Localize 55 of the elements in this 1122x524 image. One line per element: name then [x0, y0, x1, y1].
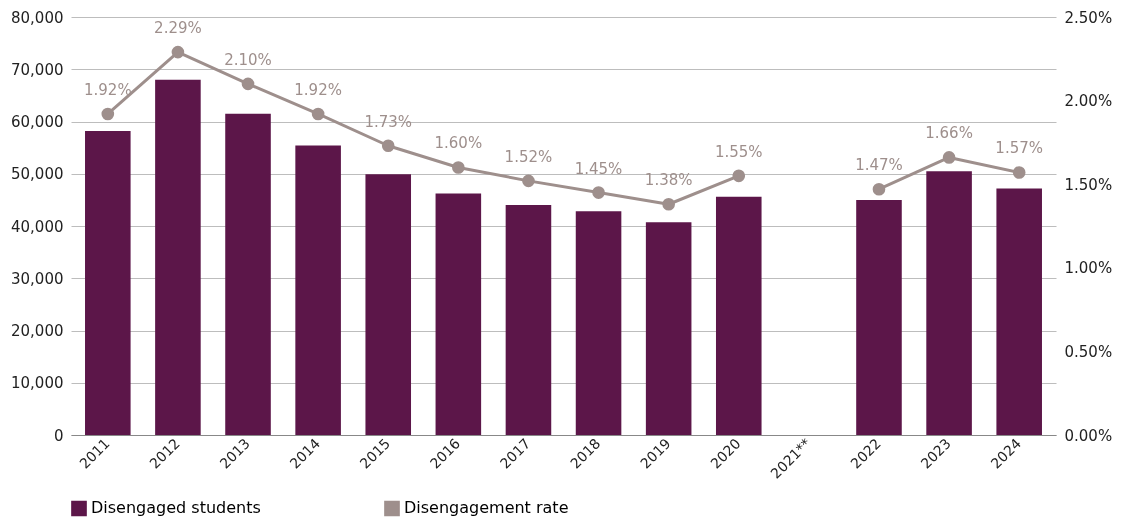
- point: [522, 174, 535, 188]
- y-tick-label: 30,000: [11, 269, 64, 288]
- data-label: 1.92%: [83, 80, 132, 99]
- y-tick-label: 50,000: [11, 165, 64, 184]
- bar: [365, 174, 412, 435]
- data-label: 1.52%: [504, 147, 553, 166]
- data-label: 1.66%: [925, 124, 973, 143]
- y2-tick-label: 2.00%: [1064, 92, 1113, 111]
- bar: [926, 171, 972, 435]
- point: [872, 182, 886, 196]
- y-tick-label: 40,000: [11, 217, 64, 236]
- data-label: 1.55%: [714, 142, 763, 161]
- y2-tick-label: 0.00%: [1064, 426, 1113, 445]
- data-label: 1.57%: [995, 139, 1044, 158]
- y-tick-label: 70,000: [11, 60, 64, 79]
- bar: [225, 113, 271, 435]
- point: [381, 139, 395, 153]
- bar: [575, 211, 622, 435]
- data-label: 1.60%: [434, 134, 483, 153]
- y2-tick-label: 1.00%: [1064, 259, 1113, 278]
- point: [101, 107, 115, 121]
- y2-tick-label: 2.50%: [1064, 8, 1113, 27]
- data-label: 1.45%: [574, 159, 623, 178]
- point: [662, 197, 675, 211]
- legend-label: Disengaged students: [91, 498, 261, 518]
- bar: [435, 193, 482, 435]
- y-tick-label: 80,000: [11, 8, 64, 27]
- point: [592, 186, 605, 199]
- data-label: 2.10%: [224, 50, 272, 69]
- y-tick-label: 10,000: [11, 374, 64, 393]
- bar: [645, 222, 692, 435]
- y-tick-label: 20,000: [11, 322, 64, 340]
- bar: [295, 145, 341, 435]
- y2-tick-label: 0.50%: [1064, 342, 1113, 361]
- point: [241, 77, 255, 91]
- bar: [996, 188, 1042, 435]
- data-label: 2.29%: [154, 19, 202, 38]
- y-tick-label: 0: [53, 426, 64, 445]
- bar: [85, 130, 131, 435]
- point: [732, 169, 746, 183]
- point: [452, 161, 465, 174]
- point: [171, 45, 185, 59]
- point: [311, 107, 325, 121]
- data-label: 1.92%: [294, 80, 342, 99]
- legend-label: Disengagement rate: [404, 498, 569, 518]
- point: [1012, 166, 1026, 179]
- bar: [155, 79, 201, 435]
- point: [942, 151, 956, 164]
- data-label: 1.38%: [644, 171, 693, 190]
- bar: [505, 205, 552, 435]
- bar: [715, 196, 762, 435]
- y-tick-label: 60,000: [11, 113, 64, 131]
- bar: [856, 199, 902, 435]
- data-label: 1.47%: [855, 156, 903, 175]
- y2-tick-label: 1.50%: [1064, 175, 1113, 194]
